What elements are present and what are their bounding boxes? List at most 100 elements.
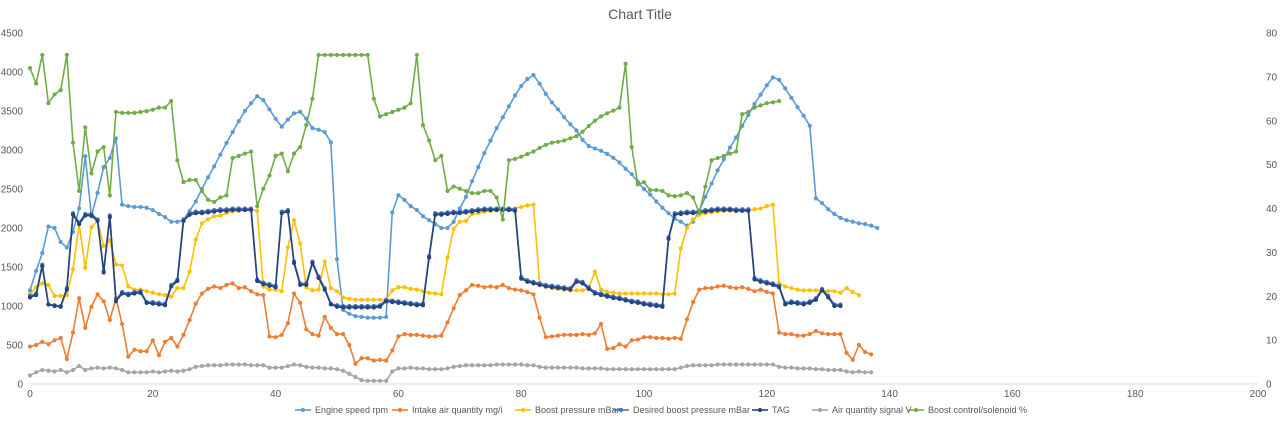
legend-label: Boost control/solenoid % (928, 405, 1027, 415)
data-point (334, 52, 340, 58)
data-point (347, 296, 352, 302)
data-point (169, 368, 174, 373)
data-point (40, 339, 45, 344)
data-point (856, 221, 862, 226)
data-point (205, 197, 211, 202)
data-point (132, 204, 137, 210)
data-point (248, 207, 254, 213)
data-point (801, 366, 806, 371)
data-point (359, 52, 364, 58)
data-point (813, 328, 819, 334)
data-point (304, 364, 309, 369)
data-point (537, 81, 542, 86)
data-point (752, 289, 757, 294)
data-point (862, 370, 868, 375)
data-point (150, 207, 155, 213)
data-point (506, 158, 512, 163)
data-point (715, 284, 720, 289)
data-point (298, 363, 303, 368)
data-point (555, 333, 561, 338)
data-point (95, 190, 100, 195)
data-point (648, 291, 653, 296)
data-point (838, 290, 843, 295)
legend-label: Engine speed rpm (315, 405, 388, 415)
data-point (291, 218, 297, 223)
data-point (58, 304, 63, 309)
data-point (347, 342, 352, 348)
data-point (592, 269, 597, 274)
data-point (187, 212, 192, 217)
data-point (371, 358, 376, 363)
data-point (555, 139, 561, 144)
data-point (316, 275, 321, 281)
data-point (242, 151, 247, 156)
data-point (506, 207, 512, 213)
data-point (838, 331, 843, 337)
data-point (236, 362, 241, 367)
data-point (531, 292, 536, 297)
data-point (746, 362, 751, 367)
data-point (298, 282, 303, 288)
data-point (783, 86, 788, 91)
data-point (721, 283, 726, 288)
data-point (193, 211, 198, 216)
data-point (224, 140, 229, 146)
data-point (648, 187, 653, 193)
data-point (746, 112, 751, 117)
data-point (826, 331, 831, 337)
data-point (377, 304, 383, 309)
data-point (819, 331, 825, 336)
data-point (420, 303, 426, 308)
data-point (359, 297, 364, 302)
data-point (457, 363, 462, 369)
data-point (727, 207, 733, 213)
data-point (138, 204, 143, 210)
data-point (795, 287, 800, 292)
data-point (353, 52, 358, 58)
data-point (543, 335, 548, 340)
data-point (715, 207, 720, 213)
data-point (531, 73, 536, 78)
data-point (70, 140, 76, 145)
data-point (328, 366, 333, 371)
legend-swatch-marker (397, 407, 403, 413)
data-point (64, 245, 69, 250)
data-point (703, 194, 708, 199)
data-point (482, 151, 487, 156)
x-tick-label: 80 (516, 389, 528, 400)
data-point (420, 366, 426, 371)
data-point (236, 207, 241, 213)
data-point (740, 208, 745, 213)
data-point (328, 302, 333, 307)
data-point (101, 243, 106, 249)
data-point (795, 105, 800, 110)
data-point (813, 288, 819, 293)
data-point (476, 363, 481, 368)
data-point (500, 115, 505, 120)
data-point (279, 365, 284, 370)
data-point (242, 207, 247, 213)
data-point (169, 284, 174, 289)
data-point (469, 282, 475, 288)
data-point (709, 181, 714, 186)
data-point (727, 285, 733, 290)
data-point (758, 362, 763, 367)
series-5 (27, 362, 874, 383)
data-point (291, 261, 297, 266)
data-point (126, 204, 131, 209)
data-point (193, 364, 198, 369)
y-right-tick-label: 80 (1266, 29, 1278, 40)
data-point (341, 295, 346, 300)
data-point (752, 101, 757, 107)
data-point (267, 287, 272, 292)
data-point (77, 222, 82, 227)
y-right-tick-label: 10 (1266, 336, 1278, 347)
data-point (819, 367, 825, 372)
data-point (519, 288, 524, 293)
data-point (420, 123, 426, 128)
data-point (709, 208, 714, 213)
data-point (666, 193, 671, 198)
y-left-tick-label: 3000 (1, 146, 24, 157)
data-point (727, 145, 733, 150)
data-point (230, 155, 235, 161)
